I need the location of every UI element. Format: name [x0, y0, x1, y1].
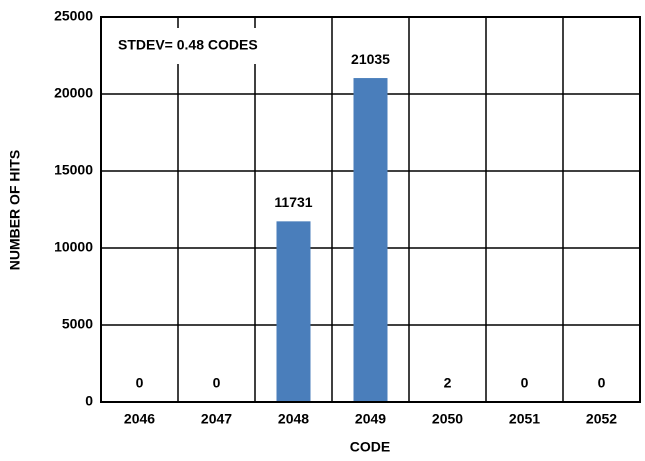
x-tick-label: 2052 — [586, 411, 617, 427]
y-tick-label: 25000 — [54, 8, 93, 24]
plot-border — [100, 16, 641, 403]
y-tick-label: 20000 — [54, 85, 93, 101]
annotation: STDEV= 0.48 CODES — [118, 37, 258, 53]
x-tick-label: 2047 — [201, 411, 232, 427]
data-label: 0 — [136, 375, 144, 391]
bar — [353, 78, 388, 402]
annotation-box — [106, 28, 306, 64]
data-label: 21035 — [351, 51, 390, 67]
data-label: 0 — [213, 375, 221, 391]
x-tick-label: 2046 — [124, 411, 155, 427]
y-tick-label: 0 — [85, 393, 93, 409]
x-axis-label: CODE — [350, 439, 390, 455]
data-label: 0 — [521, 375, 529, 391]
y-axis-label: NUMBER OF HITS — [7, 150, 23, 271]
x-tick-label: 2051 — [509, 411, 540, 427]
data-label: 0 — [598, 375, 606, 391]
data-label: 2 — [444, 375, 452, 391]
x-tick-label: 2048 — [278, 411, 309, 427]
data-label: 11731 — [274, 194, 312, 210]
y-tick-label: 5000 — [62, 316, 93, 332]
x-tick-label: 2050 — [432, 411, 463, 427]
y-tick-label: 10000 — [54, 239, 93, 255]
x-tick-label: 2049 — [355, 411, 386, 427]
bar — [276, 221, 311, 402]
y-tick-label: 15000 — [54, 162, 93, 178]
